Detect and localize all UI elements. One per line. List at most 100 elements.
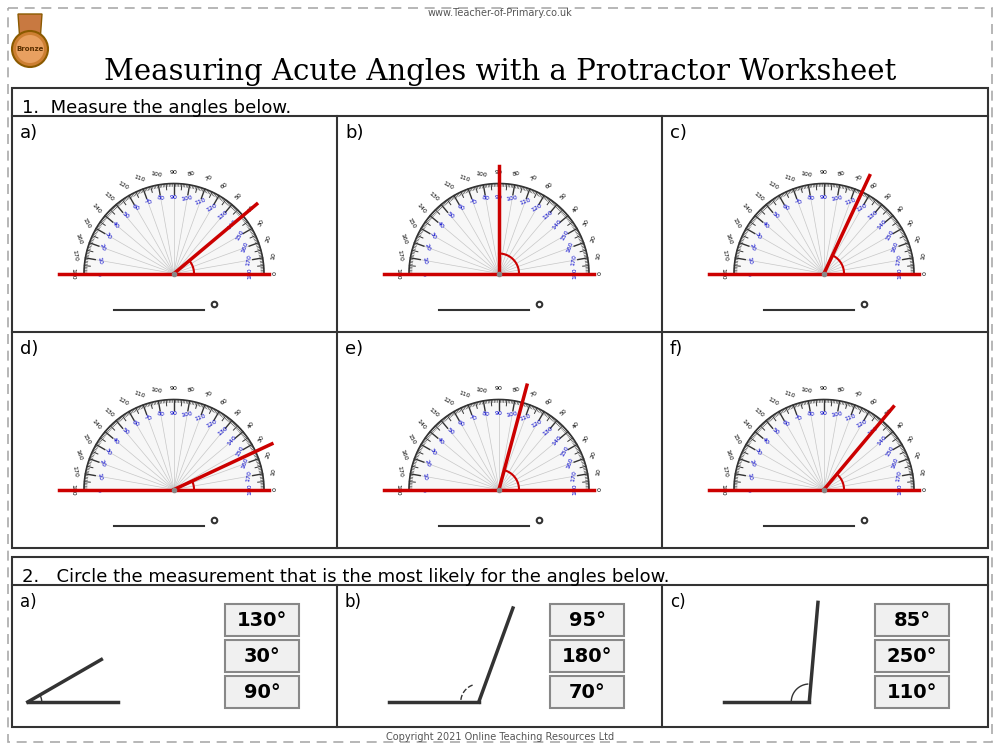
Text: 130: 130 xyxy=(867,209,879,221)
Text: 90: 90 xyxy=(170,411,178,416)
Text: 0: 0 xyxy=(272,488,278,491)
Text: 170: 170 xyxy=(396,250,403,262)
Text: 50: 50 xyxy=(884,408,893,416)
Text: 50: 50 xyxy=(559,408,568,416)
Text: 150: 150 xyxy=(235,446,245,458)
Text: 130: 130 xyxy=(103,190,115,202)
Text: 80: 80 xyxy=(837,171,846,177)
Text: 160: 160 xyxy=(891,242,900,254)
Text: 140: 140 xyxy=(91,419,102,430)
Text: 60: 60 xyxy=(456,419,466,428)
Polygon shape xyxy=(84,184,264,274)
Text: 140: 140 xyxy=(877,434,888,447)
Text: 140: 140 xyxy=(416,419,427,430)
Text: 110: 110 xyxy=(458,174,471,183)
Text: 170: 170 xyxy=(71,250,78,262)
Text: 70: 70 xyxy=(854,175,863,182)
Text: 100: 100 xyxy=(150,386,163,394)
Text: 130: 130 xyxy=(753,190,765,202)
Text: 90: 90 xyxy=(820,170,828,175)
Text: 120: 120 xyxy=(117,181,130,191)
Text: 60: 60 xyxy=(220,398,229,406)
Text: 1.  Measure the angles below.: 1. Measure the angles below. xyxy=(22,99,291,117)
Text: 20: 20 xyxy=(590,451,598,460)
Text: 180°: 180° xyxy=(562,646,612,665)
Text: 40: 40 xyxy=(897,204,906,213)
Text: 150: 150 xyxy=(885,230,895,242)
Text: 50: 50 xyxy=(446,427,455,436)
Text: 80: 80 xyxy=(512,171,521,177)
Text: 110: 110 xyxy=(194,414,206,422)
Text: 160: 160 xyxy=(725,232,733,245)
Text: 0: 0 xyxy=(746,272,750,275)
Text: 90: 90 xyxy=(495,411,503,416)
Text: www.Teacher-of-Primary.co.uk: www.Teacher-of-Primary.co.uk xyxy=(428,8,572,18)
Text: 180: 180 xyxy=(70,268,76,279)
Text: 70: 70 xyxy=(529,175,538,182)
Text: 60: 60 xyxy=(545,398,554,406)
Text: 150: 150 xyxy=(731,217,742,229)
Text: 120: 120 xyxy=(856,202,868,213)
Text: 110: 110 xyxy=(133,174,146,183)
Text: 100: 100 xyxy=(800,386,813,394)
Text: e): e) xyxy=(345,340,363,358)
Text: 150: 150 xyxy=(560,230,570,242)
Text: 70: 70 xyxy=(793,415,803,422)
Text: 70: 70 xyxy=(529,391,538,398)
Text: 60: 60 xyxy=(131,203,141,211)
Text: 150: 150 xyxy=(81,217,92,229)
Text: 110: 110 xyxy=(194,198,206,206)
Text: 160: 160 xyxy=(566,458,575,470)
Text: a): a) xyxy=(20,124,38,142)
Text: 0: 0 xyxy=(922,488,928,491)
Text: 60: 60 xyxy=(870,182,879,190)
Circle shape xyxy=(16,35,44,63)
Circle shape xyxy=(12,31,48,67)
Text: 0: 0 xyxy=(96,488,100,491)
Text: 95°: 95° xyxy=(569,610,606,629)
Text: 0: 0 xyxy=(96,272,100,275)
Text: 50: 50 xyxy=(446,211,455,220)
Text: 20: 20 xyxy=(424,243,431,252)
FancyBboxPatch shape xyxy=(225,604,299,636)
Text: 30: 30 xyxy=(429,447,437,456)
Text: 110: 110 xyxy=(519,414,531,422)
Text: 50: 50 xyxy=(121,427,130,436)
Text: 30: 30 xyxy=(104,447,112,456)
Text: 50: 50 xyxy=(771,427,780,436)
Text: 80: 80 xyxy=(482,412,490,418)
Text: f): f) xyxy=(670,340,683,358)
Text: Measuring Acute Angles with a Protractor Worksheet: Measuring Acute Angles with a Protractor… xyxy=(104,58,896,86)
Text: 180: 180 xyxy=(396,484,400,495)
Text: 30: 30 xyxy=(907,218,916,228)
Text: a): a) xyxy=(20,593,37,611)
Text: 120: 120 xyxy=(767,397,780,407)
Text: 20: 20 xyxy=(265,235,273,244)
Text: 20: 20 xyxy=(99,243,106,252)
Text: 120: 120 xyxy=(442,397,455,407)
Text: 0: 0 xyxy=(272,272,278,275)
Text: 80: 80 xyxy=(807,412,815,418)
Text: 30: 30 xyxy=(907,434,916,444)
Text: Copyright 2021 Online Teaching Resources Ltd: Copyright 2021 Online Teaching Resources… xyxy=(386,732,614,742)
Text: 10: 10 xyxy=(920,252,927,260)
Text: 100: 100 xyxy=(831,411,843,419)
Text: 100: 100 xyxy=(506,195,518,202)
Text: 40: 40 xyxy=(436,220,445,230)
Text: 10: 10 xyxy=(270,252,277,260)
Text: 160: 160 xyxy=(75,448,83,461)
Text: 2.   Circle the measurement that is the most likely for the angles below.: 2. Circle the measurement that is the mo… xyxy=(22,568,670,586)
Polygon shape xyxy=(84,400,264,490)
Text: 10: 10 xyxy=(96,256,102,265)
Text: 50: 50 xyxy=(884,192,893,200)
Text: 180: 180 xyxy=(248,268,252,279)
Text: 90: 90 xyxy=(170,195,178,200)
Text: 130: 130 xyxy=(867,425,879,437)
Polygon shape xyxy=(409,400,589,490)
Text: 160: 160 xyxy=(75,232,83,245)
Text: 90: 90 xyxy=(170,170,178,175)
Text: 60: 60 xyxy=(781,203,791,211)
Text: 20: 20 xyxy=(590,235,598,244)
Text: 60: 60 xyxy=(545,182,554,190)
Text: 0: 0 xyxy=(746,488,750,491)
